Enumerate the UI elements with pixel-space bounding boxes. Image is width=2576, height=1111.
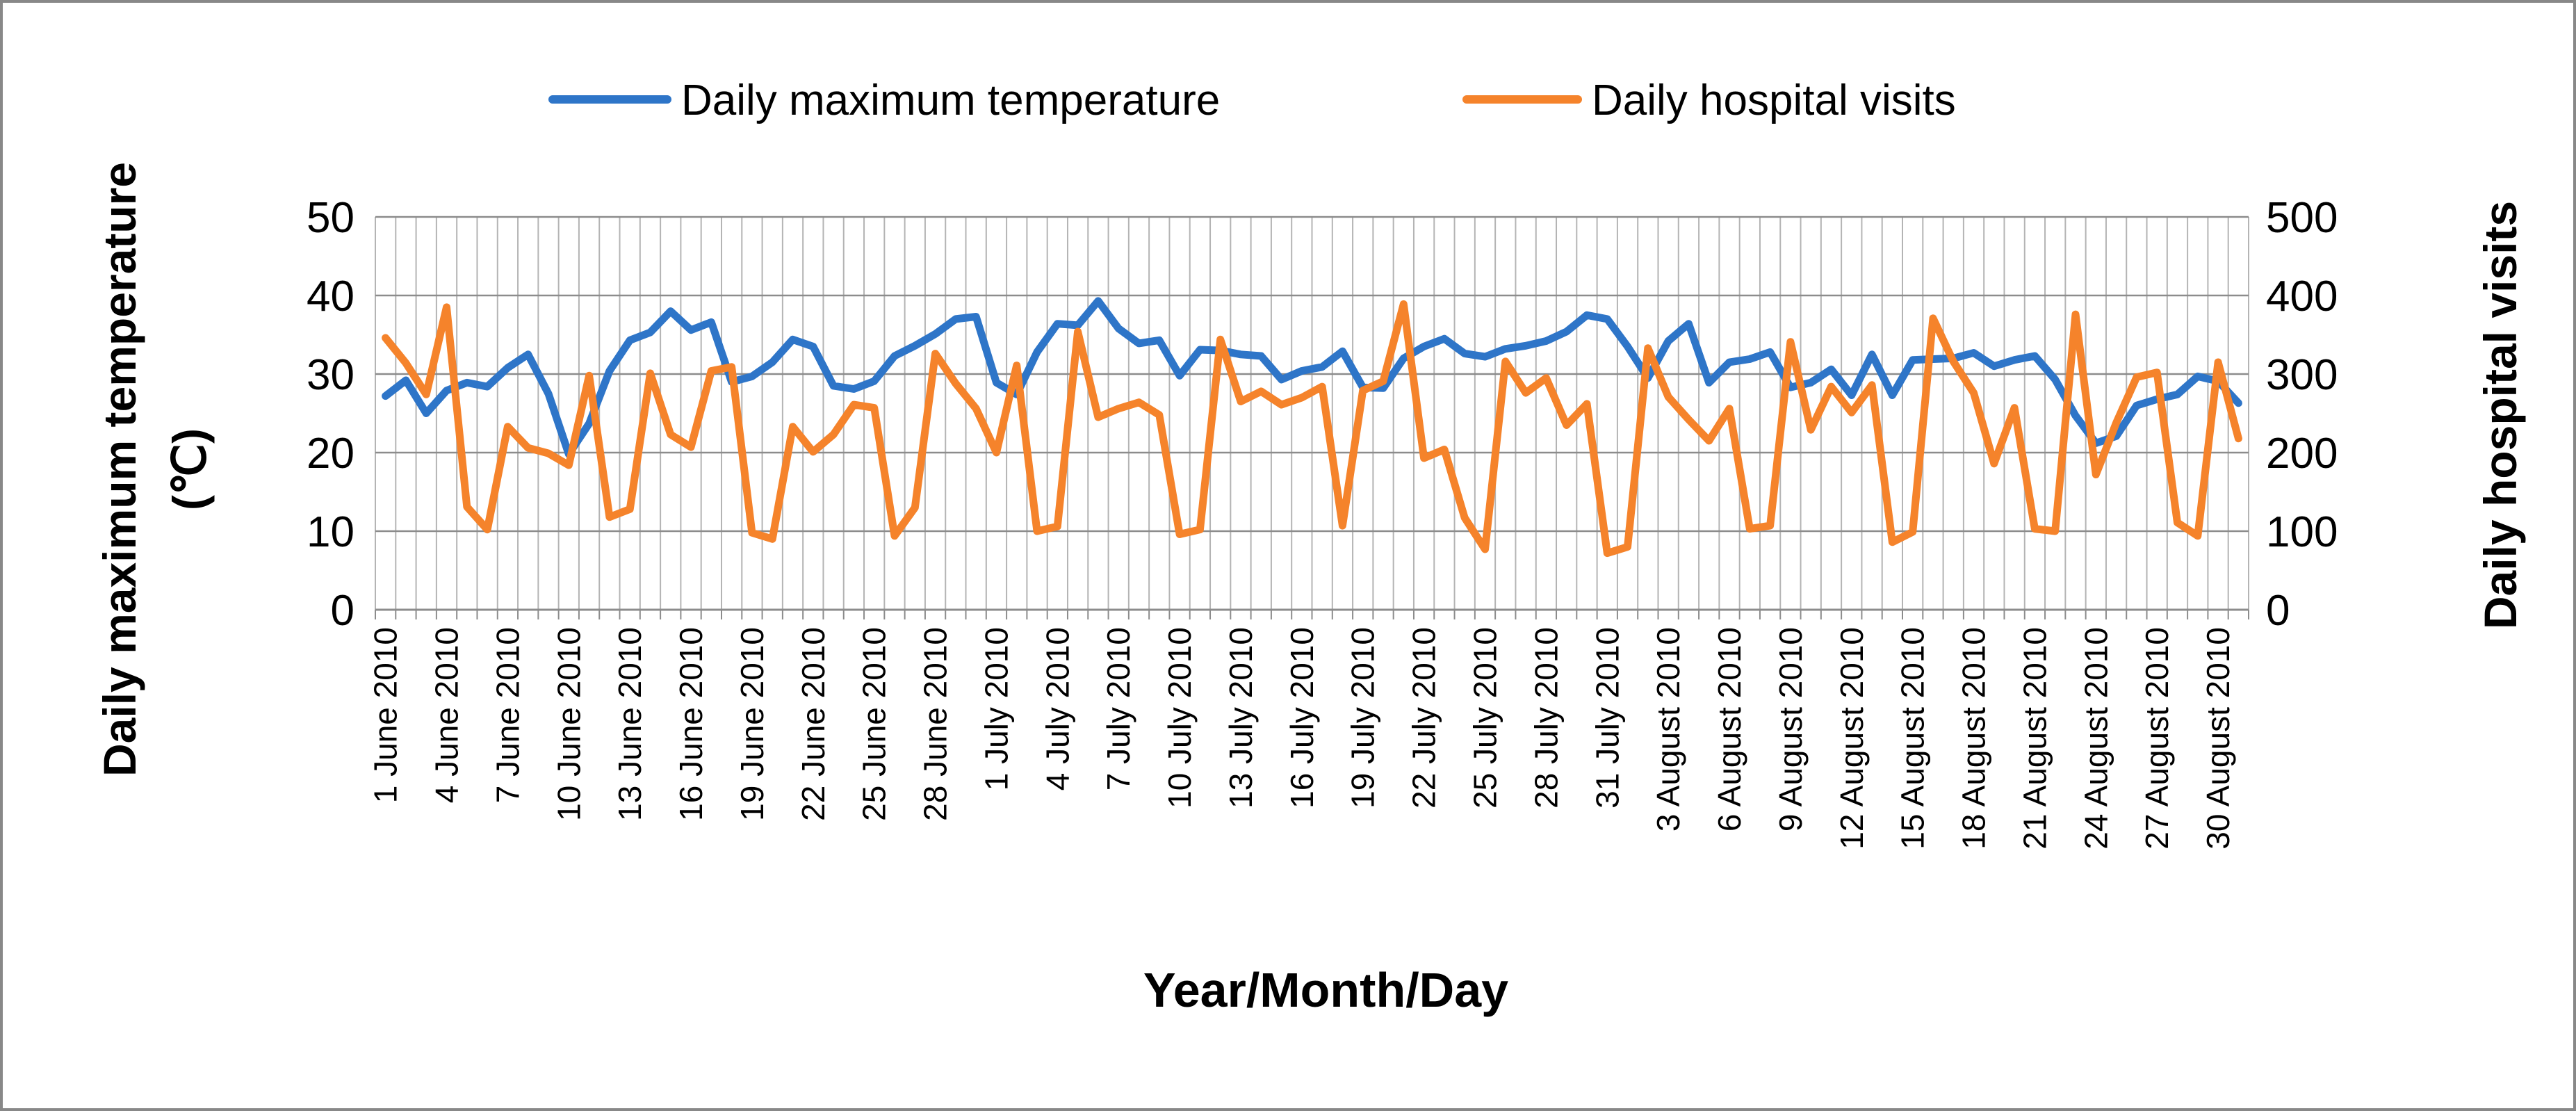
x-tick-label: 1 July 2010 — [978, 627, 1014, 790]
y-right-tick-label: 300 — [2266, 351, 2338, 399]
y-right-tick-label: 200 — [2266, 430, 2338, 478]
x-tick-label: 13 July 2010 — [1223, 627, 1259, 809]
y-right-axis-title: Daily hospital visits — [2475, 201, 2526, 629]
x-tick-label: 22 June 2010 — [795, 627, 831, 821]
x-tick-label: 7 June 2010 — [489, 627, 525, 803]
x-tick-label: 10 June 2010 — [551, 627, 587, 821]
x-tick-label: 13 June 2010 — [612, 627, 648, 821]
x-tick-label: 3 August 2010 — [1650, 627, 1686, 832]
x-tick-label: 21 August 2010 — [2016, 627, 2053, 850]
legend: Daily maximum temperature Daily hospital … — [548, 76, 1956, 124]
x-tick-label: 7 July 2010 — [1100, 627, 1136, 790]
x-tick-label: 19 July 2010 — [1345, 627, 1381, 809]
x-tick-label: 1 June 2010 — [368, 627, 404, 803]
y-right-tick-label: 400 — [2266, 273, 2338, 321]
x-tick-label: 4 July 2010 — [1039, 627, 1075, 790]
legend-item-hospital-visits: Daily hospital visits — [1462, 76, 1956, 124]
x-tick-label: 31 July 2010 — [1589, 627, 1625, 809]
y-left-tick-label: 50 — [307, 194, 354, 242]
x-tick-label: 16 June 2010 — [673, 627, 709, 821]
legend-label: Daily hospital visits — [1592, 76, 1956, 124]
y-left-tick-label: 0 — [331, 587, 354, 635]
x-tick-label: 27 August 2010 — [2139, 627, 2175, 850]
y-left-tick-label: 30 — [307, 351, 354, 399]
x-tick-label: 25 July 2010 — [1467, 627, 1503, 809]
x-tick-label: 28 July 2010 — [1528, 627, 1564, 809]
x-tick-label: 19 June 2010 — [734, 627, 770, 821]
y-left-tick-label: 10 — [307, 508, 354, 556]
series — [382, 297, 2242, 558]
x-tick-label: 25 June 2010 — [856, 627, 892, 821]
x-tick-label: 10 July 2010 — [1161, 627, 1198, 809]
x-tick-label: 12 August 2010 — [1834, 627, 1870, 850]
y-left-tick-label: 40 — [307, 273, 354, 321]
x-tick-label: 30 August 2010 — [2200, 627, 2236, 850]
y-right-tick-label: 100 — [2266, 508, 2338, 556]
x-tick-label: 16 July 2010 — [1284, 627, 1320, 809]
x-tick-label: 18 August 2010 — [1956, 627, 1992, 850]
x-tick-label: 4 June 2010 — [429, 627, 465, 803]
x-axis-title: Year/Month/Day — [1143, 963, 1508, 1017]
y-right-tick-label: 0 — [2266, 587, 2290, 635]
legend-label: Daily maximum temperature — [681, 76, 1220, 124]
y-left-tick-label: 20 — [307, 430, 354, 478]
x-tick-label: 9 August 2010 — [1772, 627, 1809, 832]
x-tick-label: 24 August 2010 — [2078, 627, 2114, 850]
series-line-hospital-visits — [382, 300, 2242, 558]
x-tick-label: 6 August 2010 — [1711, 627, 1747, 832]
axis-labels: Year/Month/Day Daily maximum temperature(… — [94, 162, 2526, 1017]
x-tick-label: 15 August 2010 — [1895, 627, 1931, 850]
y-right-tick-label: 500 — [2266, 194, 2338, 242]
x-tick-label: 22 July 2010 — [1406, 627, 1442, 809]
y-left-axis-title: Daily maximum temperature (℃) — [94, 162, 215, 777]
x-tick-label: 28 June 2010 — [918, 627, 954, 821]
legend-item-max-temperature: Daily maximum temperature — [548, 76, 1220, 124]
